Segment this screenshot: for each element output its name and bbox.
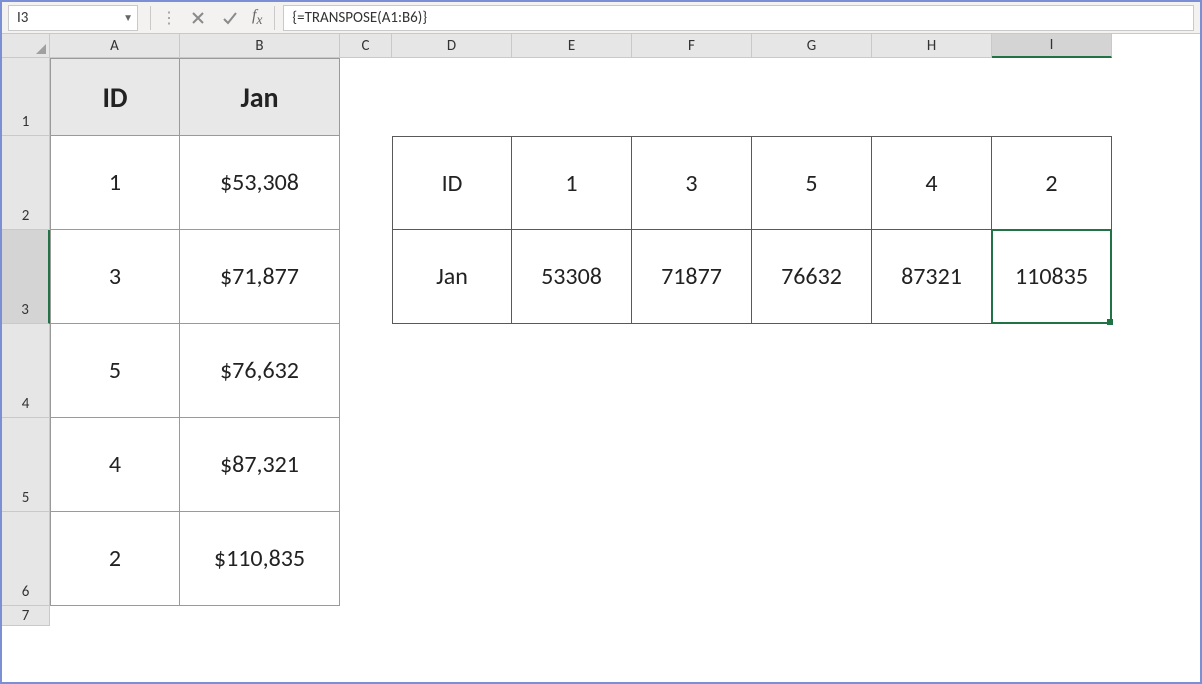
col-header-F[interactable]: F — [632, 34, 752, 58]
column-headers: A B C D E F G H I — [2, 34, 1200, 58]
cell-G3[interactable]: 76632 — [751, 229, 872, 324]
col-header-A[interactable]: A — [50, 34, 180, 58]
col-header-I[interactable]: I — [992, 34, 1112, 58]
cell-B3[interactable]: $71,877 — [179, 229, 340, 324]
cell-A4[interactable]: 5 — [50, 323, 180, 418]
row-header-5[interactable]: 5 — [2, 418, 50, 512]
col-header-B[interactable]: B — [180, 34, 340, 58]
cell-I3[interactable]: 110835 — [991, 229, 1112, 324]
name-box[interactable]: I3 ▼ — [8, 5, 138, 31]
cell-A6[interactable]: 2 — [50, 511, 180, 606]
cell-B6[interactable]: $110,835 — [179, 511, 340, 606]
worksheet: A B C D E F G H I 1 2 3 4 5 6 7 ID Jan 1… — [2, 34, 1200, 682]
col-header-E[interactable]: E — [512, 34, 632, 58]
separator — [274, 6, 275, 30]
cancel-button[interactable] — [182, 4, 214, 32]
formula-text: {=TRANSPOSE(A1:B6)} — [292, 9, 427, 27]
cells-area[interactable]: ID Jan 1 $53,308 3 $71,877 5 $76,632 4 $… — [50, 58, 1200, 682]
row-header-1[interactable]: 1 — [2, 58, 50, 136]
cell-B4[interactable]: $76,632 — [179, 323, 340, 418]
cell-A5[interactable]: 4 — [50, 417, 180, 512]
fx-icon[interactable]: fx — [246, 7, 268, 28]
row-header-4[interactable]: 4 — [2, 324, 50, 418]
cell-B2[interactable]: $53,308 — [179, 135, 340, 230]
x-icon — [190, 10, 206, 26]
enter-button[interactable] — [214, 4, 246, 32]
row-header-2[interactable]: 2 — [2, 136, 50, 230]
cell-B5[interactable]: $87,321 — [179, 417, 340, 512]
cell-F3[interactable]: 71877 — [631, 229, 752, 324]
cell-G2[interactable]: 5 — [751, 136, 872, 230]
formula-bar: I3 ▼ ⋮ fx {=TRANSPOSE(A1:B6)} — [2, 2, 1200, 34]
cell-A1[interactable]: ID — [50, 58, 180, 136]
row-header-3[interactable]: 3 — [2, 230, 50, 324]
cell-B1[interactable]: Jan — [179, 58, 340, 136]
row-header-6[interactable]: 6 — [2, 512, 50, 606]
col-header-H[interactable]: H — [872, 34, 992, 58]
cell-H2[interactable]: 4 — [871, 136, 992, 230]
cell-E3[interactable]: 53308 — [511, 229, 632, 324]
cell-I2[interactable]: 2 — [991, 136, 1112, 230]
check-icon — [222, 10, 238, 26]
cell-D2[interactable]: ID — [392, 136, 512, 230]
cell-D3[interactable]: Jan — [392, 229, 512, 324]
col-header-C[interactable]: C — [340, 34, 392, 58]
name-box-value: I3 — [17, 9, 28, 27]
cell-H3[interactable]: 87321 — [871, 229, 992, 324]
chevron-down-icon[interactable]: ▼ — [123, 11, 133, 24]
cell-A3[interactable]: 3 — [50, 229, 180, 324]
row-header-7[interactable]: 7 — [2, 606, 50, 626]
cell-E2[interactable]: 1 — [511, 136, 632, 230]
cell-A2[interactable]: 1 — [50, 135, 180, 230]
drag-handle-icon[interactable]: ⋮ — [157, 8, 182, 28]
cell-F2[interactable]: 3 — [631, 136, 752, 230]
col-header-G[interactable]: G — [752, 34, 872, 58]
grid-body: 1 2 3 4 5 6 7 ID Jan 1 $53,308 3 $71,877… — [2, 58, 1200, 682]
formula-input[interactable]: {=TRANSPOSE(A1:B6)} — [283, 5, 1194, 31]
row-headers: 1 2 3 4 5 6 7 — [2, 58, 50, 682]
col-header-D[interactable]: D — [392, 34, 512, 58]
select-all-corner[interactable] — [2, 34, 50, 58]
separator — [150, 6, 151, 30]
